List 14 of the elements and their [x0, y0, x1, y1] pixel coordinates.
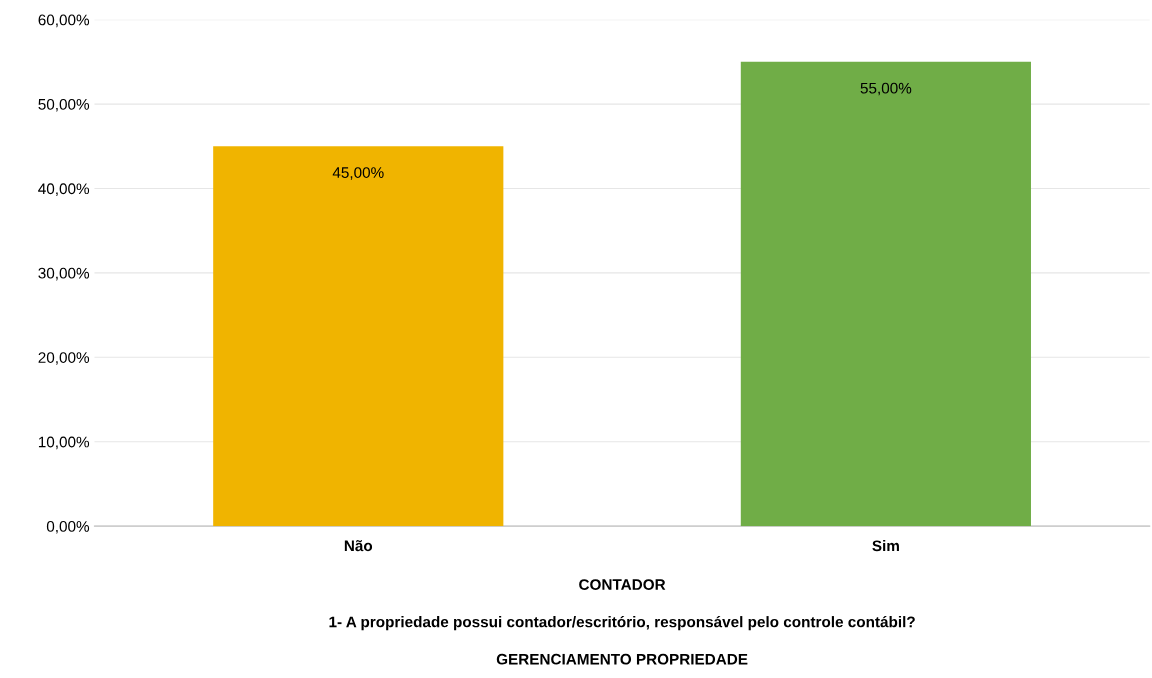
text: CONTADOR	[579, 579, 666, 591]
y-tick-label: 0,00%	[46, 521, 90, 534]
text: 1- A propriedade possui contador/escritório, responsável pelo controle contábil?	[329, 615, 915, 631]
data-label: 45,00%	[332, 167, 384, 180]
x-tick-label: Sim	[872, 540, 899, 552]
y-tick-label: 30,00%	[38, 267, 90, 281]
y-tick-label: 20,00%	[38, 352, 90, 365]
data-label: 55,00%	[860, 82, 912, 96]
y-tick-label: 60,00%	[38, 14, 90, 28]
y-tick-label: 50,00%	[38, 98, 90, 112]
y-tick-label: 10,00%	[38, 436, 90, 450]
x-tick-label: Não	[344, 540, 373, 552]
text: GERENCIAMENTO PROPRIEDADE	[496, 653, 748, 665]
y-tick-label: 40,00%	[38, 183, 90, 196]
